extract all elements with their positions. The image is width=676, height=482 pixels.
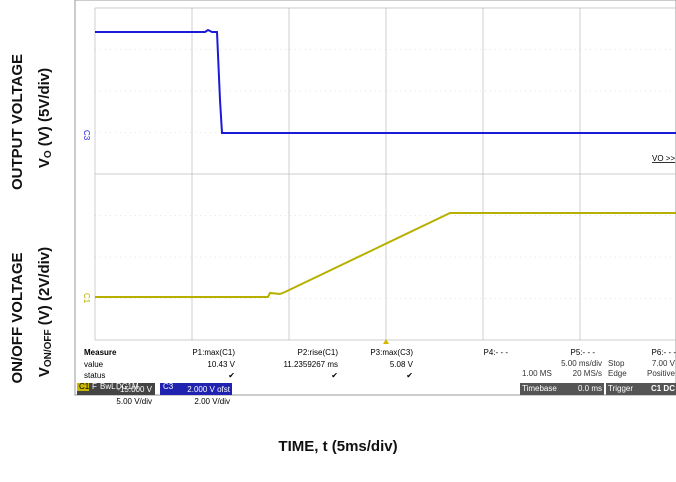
c3-marker: C3 (82, 130, 91, 141)
trigger-type: Edge (608, 369, 627, 378)
measure-value: 11.2359267 ms (283, 360, 338, 369)
measure-header: P6:- - - (652, 348, 676, 357)
c3-box: C3 (160, 382, 232, 395)
unit-rest: (V) (5V/div) (36, 68, 53, 151)
trigger-level: 7.00 V (652, 359, 676, 368)
onoff-trace (95, 212, 676, 298)
status-check: ✔ (228, 371, 235, 380)
measure-header: P1:max(C1) (192, 348, 235, 357)
c3-scale: 2.00 V/div (194, 397, 230, 406)
status-check: ✔ (331, 371, 338, 380)
measure-header: P5:- - - (571, 348, 596, 357)
c3-offset: 2.000 V ofst (187, 385, 230, 394)
measure-table: Measure P1:max(C1) P2:rise(C1) P3:max(C3… (84, 348, 676, 380)
measure-value: 5.08 V (390, 360, 414, 369)
unit-rest: (V) (2V/div) (36, 247, 53, 330)
timebase-scale: 5.00 ms/div (561, 359, 602, 368)
output-trace (95, 28, 676, 134)
measure-header: P3:max(C3) (370, 348, 413, 357)
measure-header: P2:rise(C1) (298, 348, 339, 357)
c3-name: C3 (163, 382, 174, 391)
measure-header: P4:- - - (484, 348, 509, 357)
timebase-rate: 20 MS/s (573, 369, 602, 378)
measure-value: value (84, 360, 104, 369)
unit-sub: O (43, 150, 54, 158)
c1-offset: -15.000 V (117, 385, 152, 394)
c1-name: C1 (79, 382, 90, 391)
trigger-marker (383, 339, 389, 344)
top-axis-unit: VO (V) (5V/div) (36, 68, 54, 168)
top-axis-title: OUTPUT VOLTAGE (9, 54, 26, 190)
time-axis-title: TIME, t (5ms/div) (278, 438, 397, 455)
c1-marker: C1 (82, 293, 91, 304)
trigger-title: Trigger (608, 384, 633, 393)
c1-flag: F (92, 382, 97, 391)
c1-flag: DC1M (116, 382, 139, 391)
unit-main: V (36, 367, 53, 377)
timebase-title: Timebase (522, 384, 557, 393)
bottom-axis-unit: VON/OFF (V) (2V/div) (36, 247, 54, 377)
c1-box: C1 F BwL DC1M 5.00 V/div (77, 382, 155, 406)
status-check: ✔ (406, 371, 413, 380)
unit-sub: ON/OFF (43, 329, 54, 367)
trigger-source: C1 DC (651, 384, 675, 393)
measure-header: Measure (84, 348, 117, 357)
timebase-points: 1.00 MS (522, 369, 552, 378)
measure-value: 10.43 V (207, 360, 235, 369)
measure-status: status (84, 371, 105, 380)
trigger-mode: Stop (608, 359, 625, 368)
trigger-slope: Positive (647, 369, 676, 378)
major-grid (94, 7, 676, 341)
timebase-box: Timebase 0.0 ms (520, 383, 604, 395)
bottom-axis-title: ON/OFF VOLTAGE (9, 252, 26, 383)
scope-frame (74, 0, 676, 396)
timebase-delay: 0.0 ms (578, 384, 602, 393)
c1-scale: 5.00 V/div (116, 397, 152, 406)
unit-main: V (36, 158, 53, 168)
vo-label: VO >> (652, 154, 675, 163)
c1-flag: BwL (100, 382, 116, 391)
trigger-box: Trigger C1 DC (606, 383, 676, 395)
